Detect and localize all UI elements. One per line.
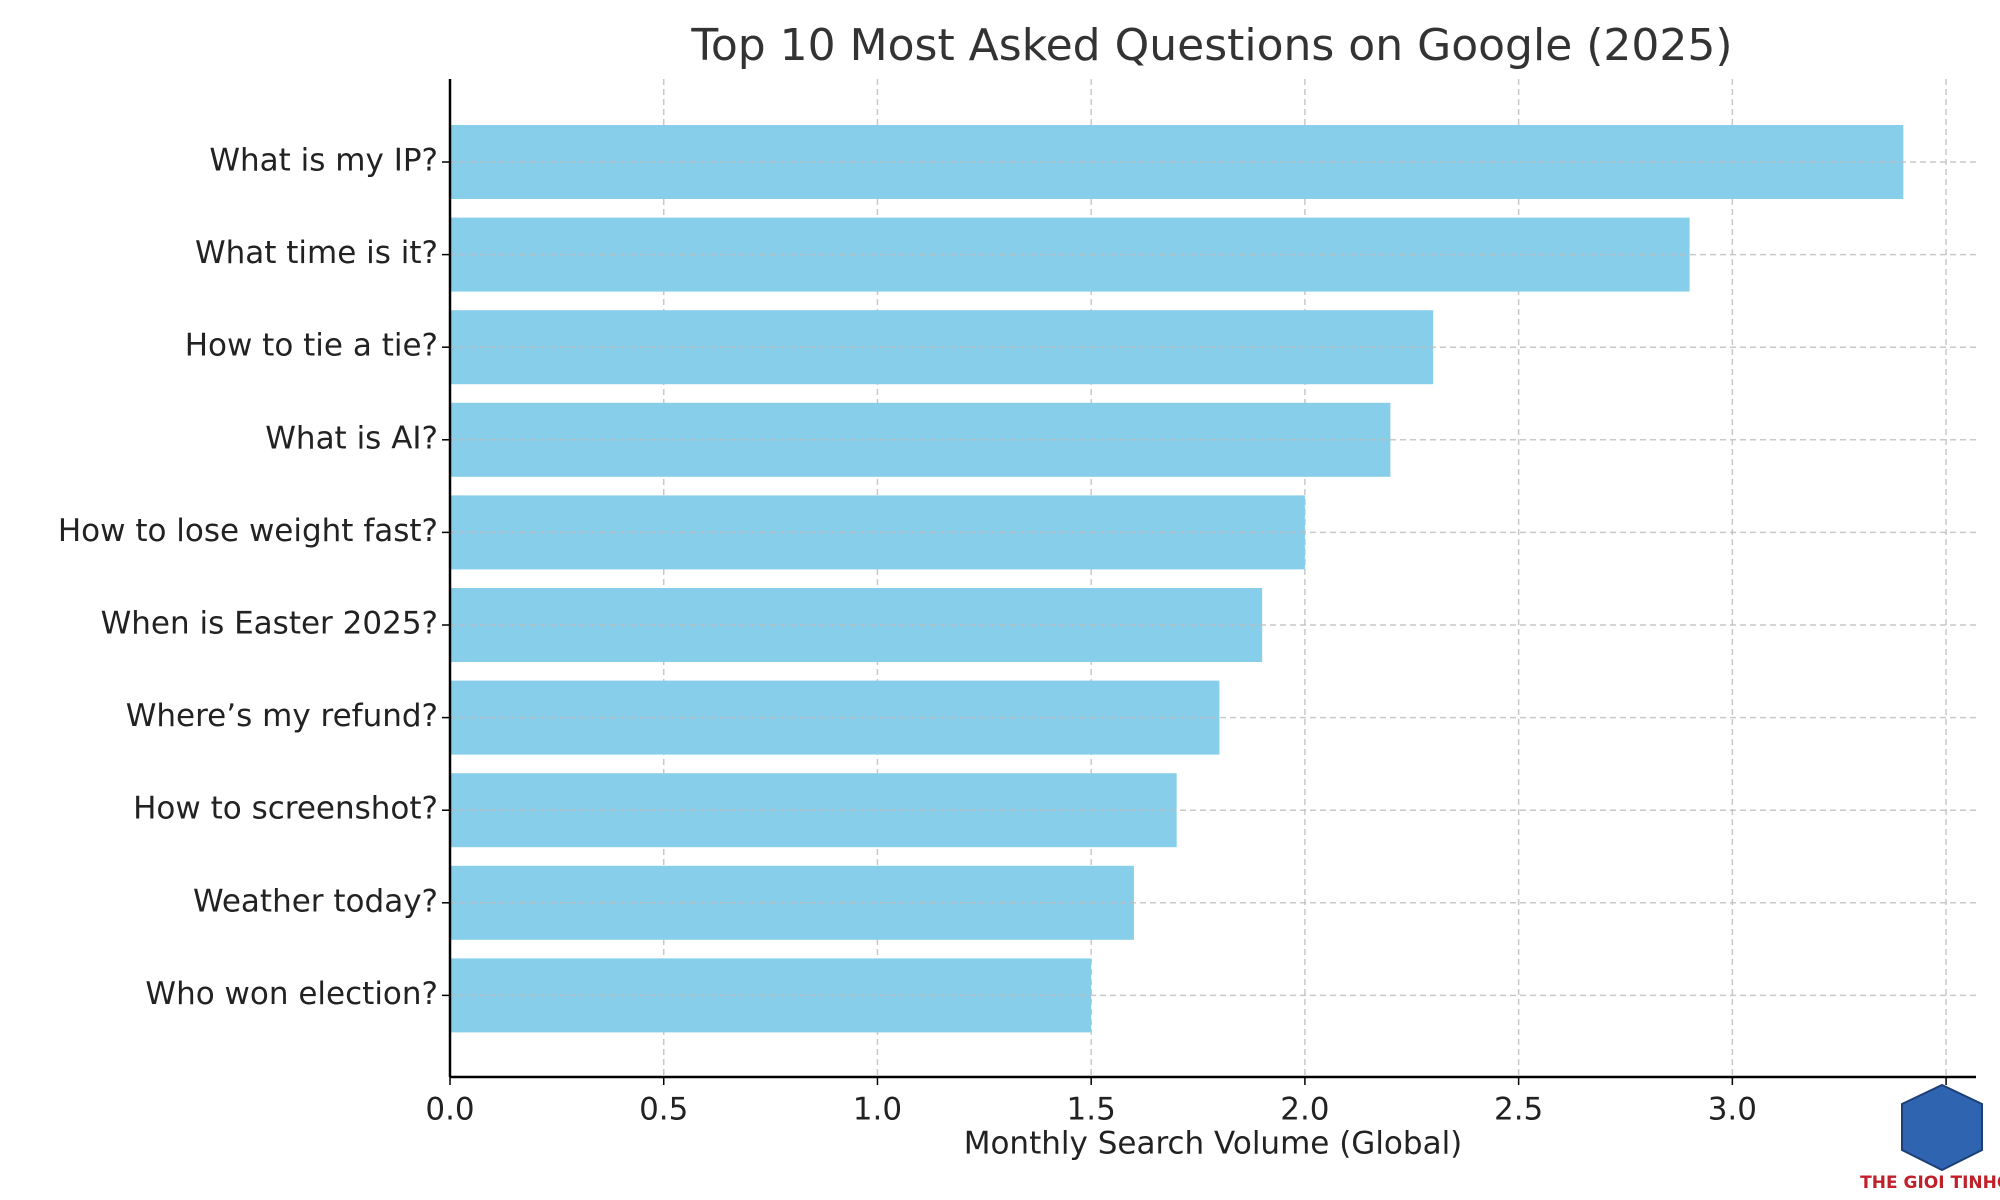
x-tick-label: 0.0 bbox=[425, 1092, 474, 1128]
y-tick-label: Weather today? bbox=[193, 883, 438, 919]
chart-title: Top 10 Most Asked Questions on Google (2… bbox=[690, 20, 1732, 71]
watermark-text: THE GIOI TINHOC bbox=[1860, 1173, 2000, 1193]
y-tick-label: How to screenshot? bbox=[133, 791, 438, 827]
watermark: THE GIOI TINHOC bbox=[1860, 1083, 2000, 1193]
watermark-logo bbox=[1901, 1083, 1983, 1172]
y-tick-label: What time is it? bbox=[195, 235, 438, 271]
y-tick-label: Who won election? bbox=[145, 976, 438, 1012]
y-tick-label: How to lose weight fast? bbox=[58, 513, 438, 549]
y-tick-label: What is my IP? bbox=[209, 143, 438, 179]
x-tick-label: 1.0 bbox=[853, 1092, 902, 1128]
y-tick-label: What is AI? bbox=[265, 420, 438, 456]
y-tick-label: Where’s my refund? bbox=[126, 698, 438, 734]
x-tick-label: 1.5 bbox=[1067, 1092, 1116, 1128]
y-tick-label: How to tie a tie? bbox=[185, 328, 438, 364]
x-tick-label: 3.0 bbox=[1708, 1092, 1757, 1128]
x-axis-label: Monthly Search Volume (Global) bbox=[964, 1126, 1463, 1162]
x-tick-label: 0.5 bbox=[639, 1092, 688, 1128]
bar bbox=[450, 495, 1305, 570]
x-tick-label: 2.0 bbox=[1280, 1092, 1329, 1128]
y-tick-label: When is Easter 2025? bbox=[101, 606, 438, 642]
x-tick-label: 2.5 bbox=[1494, 1092, 1543, 1128]
